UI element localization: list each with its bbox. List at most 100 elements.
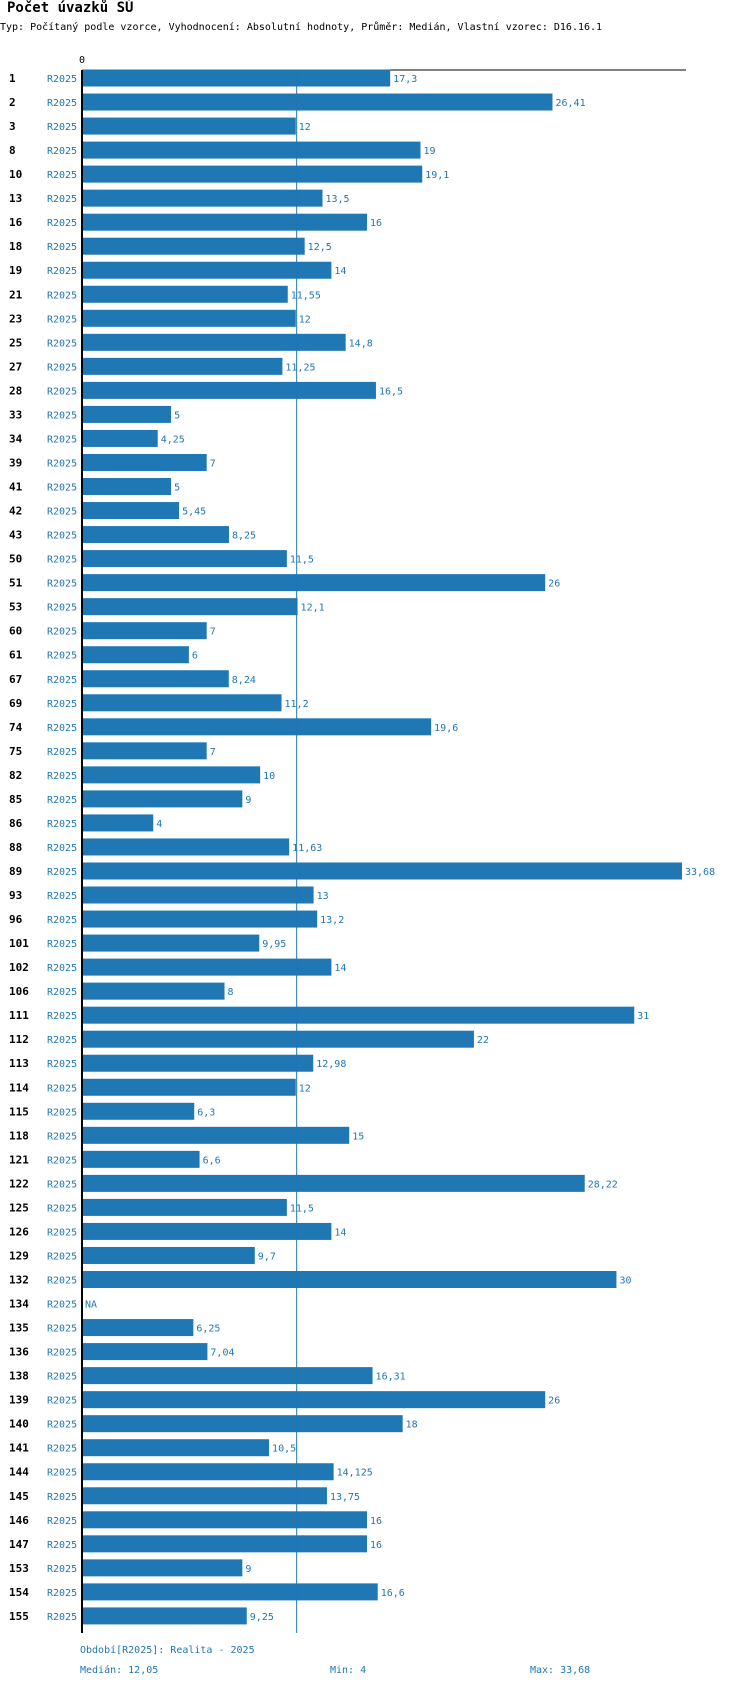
- value-label: 17,3: [393, 74, 417, 85]
- category-label: 28: [9, 384, 22, 397]
- category-label: 154: [9, 1586, 29, 1599]
- category-label: 139: [9, 1394, 29, 1407]
- category-label: 155: [9, 1610, 29, 1623]
- series-label: R2025: [47, 579, 77, 590]
- category-label: 33: [9, 408, 22, 421]
- value-label: 5: [174, 483, 180, 494]
- value-label: 9: [245, 1564, 251, 1575]
- series-label: R2025: [47, 1035, 77, 1046]
- category-label: 21: [9, 288, 23, 301]
- value-label: 18: [406, 1420, 418, 1431]
- series-label: R2025: [47, 170, 77, 181]
- category-label: 112: [9, 1033, 29, 1046]
- series-label: R2025: [47, 1420, 77, 1431]
- category-label: 101: [9, 937, 29, 950]
- value-label: 12: [299, 314, 311, 325]
- series-label: R2025: [47, 555, 77, 566]
- value-label: 14,8: [349, 338, 373, 349]
- series-label: R2025: [47, 1227, 77, 1238]
- category-label: 126: [9, 1225, 29, 1238]
- category-label: 136: [9, 1346, 29, 1359]
- footer-median: Medián: 12,05: [80, 1665, 159, 1676]
- value-label: 15: [352, 1131, 364, 1142]
- footer-period: Období[R2025]: Realita - 2025: [80, 1645, 255, 1656]
- series-label: R2025: [47, 627, 77, 638]
- value-label: 13,2: [320, 915, 344, 926]
- category-label: 3: [9, 120, 16, 133]
- bar: [82, 1511, 368, 1529]
- value-label: 8,25: [232, 531, 256, 542]
- series-label: R2025: [47, 1564, 77, 1575]
- value-label: 6,6: [203, 1155, 221, 1166]
- category-label: 43: [9, 529, 22, 542]
- bar: [82, 165, 423, 183]
- series-label: R2025: [47, 771, 77, 782]
- bar: [82, 189, 323, 207]
- category-label: 23: [9, 312, 22, 325]
- bar: [82, 1078, 296, 1096]
- series-label: R2025: [47, 1276, 77, 1287]
- series-label: R2025: [47, 867, 77, 878]
- value-label: 12: [299, 122, 311, 133]
- bar: [82, 1343, 208, 1361]
- bar: [82, 598, 298, 616]
- value-label: 14: [334, 266, 346, 277]
- bar: [82, 814, 154, 832]
- series-label: R2025: [47, 723, 77, 734]
- series-label: R2025: [47, 458, 77, 469]
- series-label: R2025: [47, 434, 77, 445]
- bar: [82, 357, 283, 375]
- category-label: 25: [9, 336, 22, 349]
- series-label: R2025: [47, 1203, 77, 1214]
- value-label: 11,55: [291, 290, 321, 301]
- bar: [82, 1006, 635, 1024]
- value-label: NA: [85, 1300, 97, 1311]
- series-label: R2025: [47, 675, 77, 686]
- value-label: 7: [210, 747, 216, 758]
- category-label: 134: [9, 1298, 29, 1311]
- category-label: 146: [9, 1514, 29, 1527]
- series-label: R2025: [47, 1372, 77, 1383]
- value-label: 13,5: [325, 194, 349, 205]
- category-label: 60: [9, 625, 22, 638]
- series-label: R2025: [47, 1492, 77, 1503]
- bar: [82, 790, 243, 808]
- bar: [82, 838, 290, 856]
- bar: [82, 886, 314, 904]
- bar: [82, 1607, 247, 1625]
- category-label: 69: [9, 697, 22, 710]
- series-label: R2025: [47, 747, 77, 758]
- value-label: 13: [317, 891, 329, 902]
- category-label: 74: [9, 721, 23, 734]
- value-label: 19: [423, 146, 435, 157]
- bar: [82, 1415, 403, 1433]
- category-label: 140: [9, 1418, 29, 1431]
- series-label: R2025: [47, 1468, 77, 1479]
- value-label: 28,22: [588, 1179, 618, 1190]
- category-label: 88: [9, 841, 22, 854]
- footer-max: Max: 33,68: [530, 1665, 591, 1676]
- series-label: R2025: [47, 146, 77, 157]
- value-label: 7,04: [210, 1348, 234, 1359]
- bar: [82, 718, 432, 736]
- value-label: 11,63: [292, 843, 322, 854]
- bar: [82, 309, 296, 327]
- series-label: R2025: [47, 266, 77, 277]
- category-label: 125: [9, 1201, 29, 1214]
- category-label: 51: [9, 577, 23, 590]
- footer-min: Min: 4: [330, 1665, 367, 1676]
- category-label: 13: [9, 192, 22, 205]
- value-label: 12: [299, 1083, 311, 1094]
- category-label: 102: [9, 961, 29, 974]
- category-label: 16: [9, 216, 23, 229]
- category-label: 118: [9, 1129, 29, 1142]
- bar: [82, 1391, 546, 1409]
- bar: [82, 694, 282, 712]
- value-label: 7: [210, 627, 216, 638]
- category-label: 82: [9, 769, 22, 782]
- series-label: R2025: [47, 1083, 77, 1094]
- value-label: 26: [548, 1396, 560, 1407]
- bar: [82, 381, 376, 399]
- bar: [82, 910, 318, 928]
